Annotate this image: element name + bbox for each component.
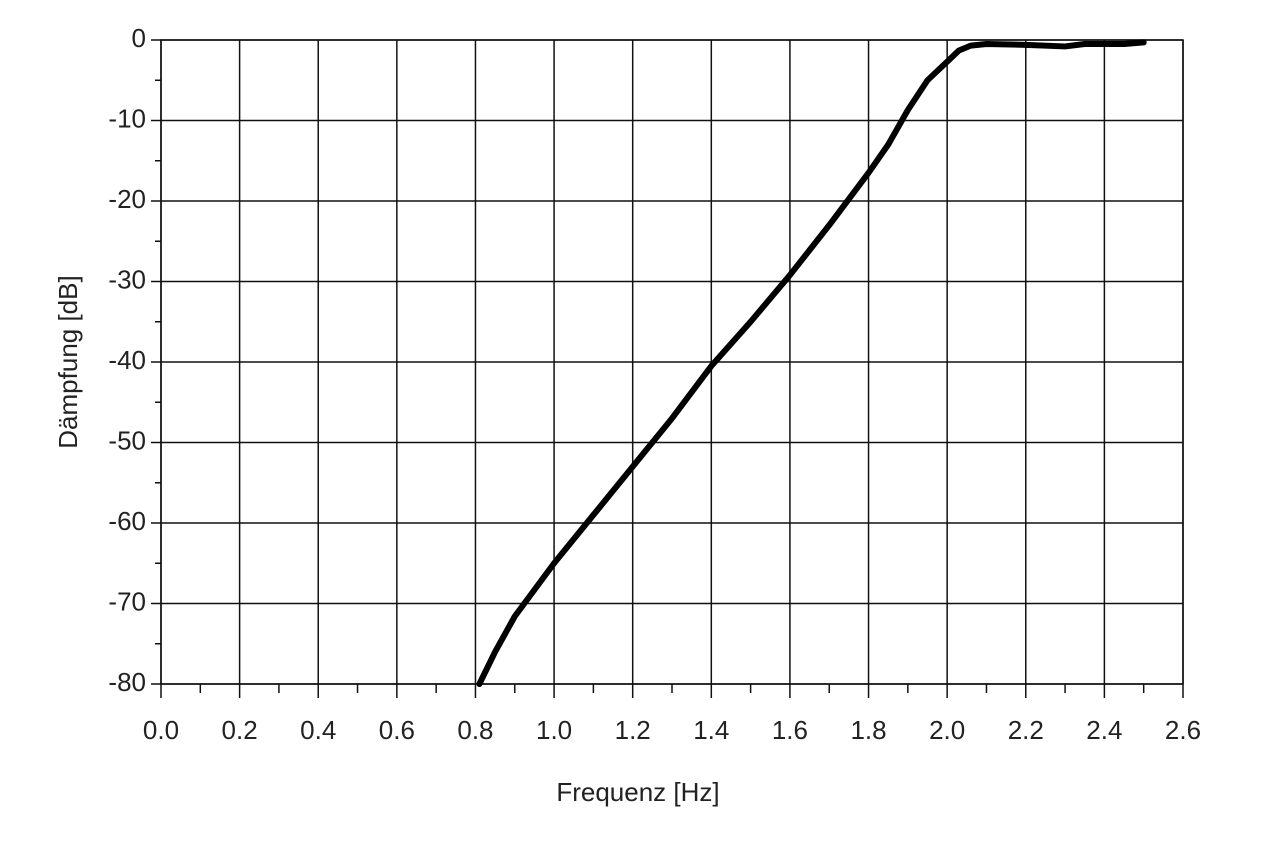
y-tick-label: -80 (108, 667, 146, 697)
x-tick-label: 2.6 (1165, 715, 1201, 745)
y-tick-label: -30 (108, 264, 146, 294)
plot-frame (160, 39, 1184, 685)
y-tick-label: -10 (108, 103, 146, 133)
x-tick-label: 0.2 (222, 715, 258, 745)
y-axis-title: Dämpfung [dB] (53, 275, 83, 448)
y-tick-label: 0 (132, 23, 146, 53)
x-tick-label: 1.0 (536, 715, 572, 745)
x-tick-label: 0.4 (300, 715, 336, 745)
x-tick-label: 1.4 (693, 715, 729, 745)
x-tick-label: 2.4 (1086, 715, 1122, 745)
x-tick-label: 1.6 (772, 715, 808, 745)
x-tick-label: 0.8 (457, 715, 493, 745)
x-axis-title: Frequenz [Hz] (556, 777, 719, 807)
y-tick-label: -40 (108, 345, 146, 375)
x-tick-label: 1.2 (615, 715, 651, 745)
data-line (476, 39, 1147, 687)
x-tick-label: 0.0 (143, 715, 179, 745)
y-tick-label: -70 (108, 586, 146, 616)
y-tick-label: -60 (108, 506, 146, 536)
y-tick-label: -50 (108, 425, 146, 455)
x-tick-label: 0.6 (379, 715, 415, 745)
x-tick-label: 2.0 (929, 715, 965, 745)
x-tick-label: 1.8 (850, 715, 886, 745)
x-tick-label: 2.2 (1008, 715, 1044, 745)
y-tick-label: -20 (108, 184, 146, 214)
